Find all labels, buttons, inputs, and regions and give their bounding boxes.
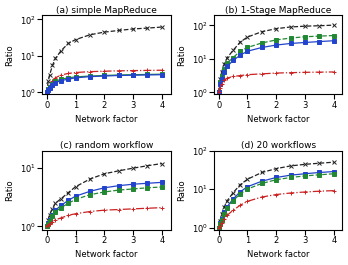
Title: (c) random workflow: (c) random workflow [60,141,153,150]
Y-axis label: Ratio: Ratio [6,44,15,66]
X-axis label: Network factor: Network factor [75,250,138,259]
Y-axis label: Ratio: Ratio [177,44,187,66]
Title: (a) simple MapReduce: (a) simple MapReduce [56,6,157,15]
X-axis label: Network factor: Network factor [75,115,138,124]
Y-axis label: Ratio: Ratio [177,179,187,201]
Title: (d) 20 workflows: (d) 20 workflows [241,141,316,150]
X-axis label: Network factor: Network factor [247,250,310,259]
X-axis label: Network factor: Network factor [247,115,310,124]
Title: (b) 1-Stage MapReduce: (b) 1-Stage MapReduce [225,6,332,15]
Y-axis label: Ratio: Ratio [6,179,15,201]
